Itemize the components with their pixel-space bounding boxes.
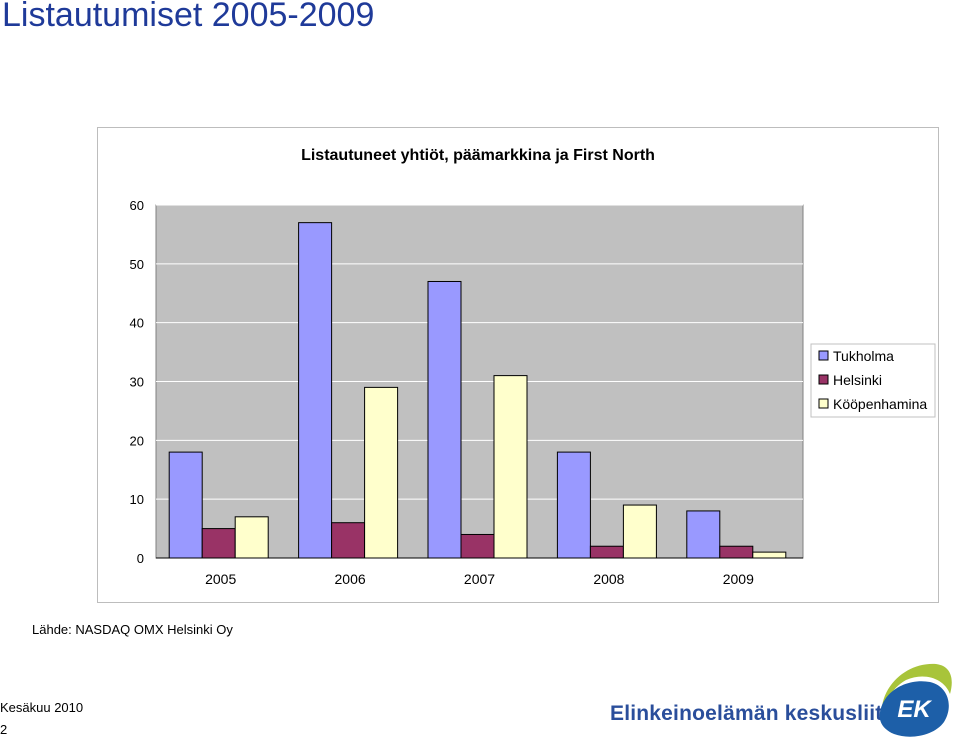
bar-helsinki-2007 (460, 533, 495, 559)
x-tick-label: 2006 (335, 571, 366, 587)
bar-tukholma-2008 (556, 451, 591, 559)
bar-helsinki-2005 (201, 528, 236, 559)
bar-kööpenhamina-2009 (752, 551, 787, 559)
bar-chart: Listautuneet yhtiöt, päämarkkina ja Firs… (130, 147, 936, 587)
source-note: Lähde: NASDAQ OMX Helsinki Oy (32, 622, 233, 637)
bar-helsinki-2009 (719, 545, 754, 559)
y-tick-label: 20 (130, 433, 144, 448)
bar-kööpenhamina-2005 (234, 516, 269, 559)
x-tick-label: 2009 (723, 571, 754, 587)
slide-title: Listautumiset 2005-2009 (2, 0, 375, 34)
y-axis-ticks: 0 10 20 30 40 50 60 (130, 198, 144, 566)
page-number: 2 (0, 722, 8, 737)
logo-text: EK (897, 696, 932, 723)
bar-tukholma-2005 (168, 451, 203, 559)
bar-kööpenhamina-2008 (622, 504, 657, 559)
y-tick-label: 60 (130, 198, 144, 213)
x-tick-label: 2005 (205, 571, 236, 587)
bar-helsinki-2008 (589, 545, 624, 559)
bar-tukholma-2009 (686, 510, 721, 559)
bar-helsinki-2006 (331, 522, 366, 559)
ek-logo-icon: EK (879, 663, 952, 737)
organization-name: Elinkeinoelämän keskusliitto (610, 702, 903, 725)
chart-frame: Listautuneet yhtiöt, päämarkkina ja Firs… (97, 127, 939, 603)
bar-tukholma-2006 (298, 222, 333, 559)
bar-kööpenhamina-2006 (364, 386, 399, 559)
y-tick-label: 0 (137, 551, 144, 566)
legend-label: Helsinki (833, 372, 882, 388)
x-tick-label: 2007 (464, 571, 495, 587)
gridlines (156, 204, 803, 500)
y-tick-label: 40 (130, 316, 144, 331)
legend-box (810, 343, 936, 418)
bar-kööpenhamina-2007 (493, 375, 528, 559)
x-axis-ticks: 2005 2006 2007 2008 2009 (156, 557, 803, 587)
legend-label: Tukholma (833, 348, 894, 364)
date-label: Kesäkuu 2010 (0, 700, 84, 715)
bars (168, 222, 787, 559)
chart-title: Listautuneet yhtiöt, päämarkkina ja Firs… (301, 147, 655, 164)
x-tick-label: 2008 (593, 571, 624, 587)
legend-swatch (818, 398, 829, 409)
legend: Tukholma Helsinki Kööpenhamina (810, 343, 936, 418)
legend-label: Kööpenhamina (833, 396, 927, 412)
legend-swatch (818, 374, 829, 385)
y-tick-label: 50 (130, 257, 144, 272)
y-tick-label: 30 (130, 375, 144, 390)
bar-tukholma-2007 (427, 280, 462, 559)
legend-swatch (818, 350, 829, 361)
y-tick-label: 10 (130, 492, 144, 507)
